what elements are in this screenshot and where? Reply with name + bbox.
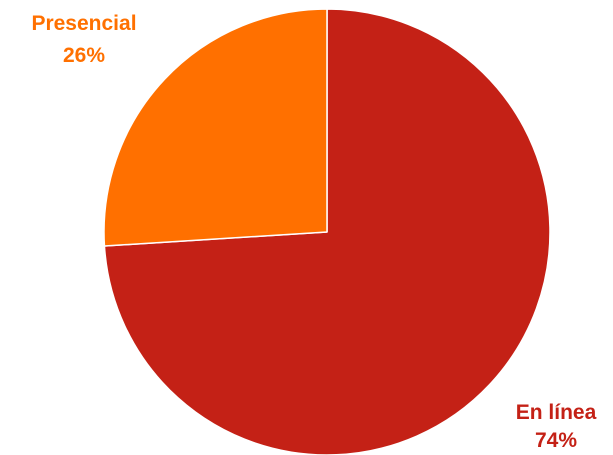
slice-label-presencial: Presencial 26%	[31, 12, 136, 67]
slice-label-en-linea: En línea 74%	[516, 401, 597, 452]
slice-label-en-linea-name: En línea	[516, 401, 597, 424]
slice-label-presencial-percent: 26%	[63, 44, 105, 67]
pie-slices	[103, 8, 551, 455]
slice-label-en-linea-percent: 74%	[535, 429, 577, 452]
slice-label-presencial-name: Presencial	[31, 12, 136, 35]
pie-slice-presencial	[103, 8, 328, 247]
